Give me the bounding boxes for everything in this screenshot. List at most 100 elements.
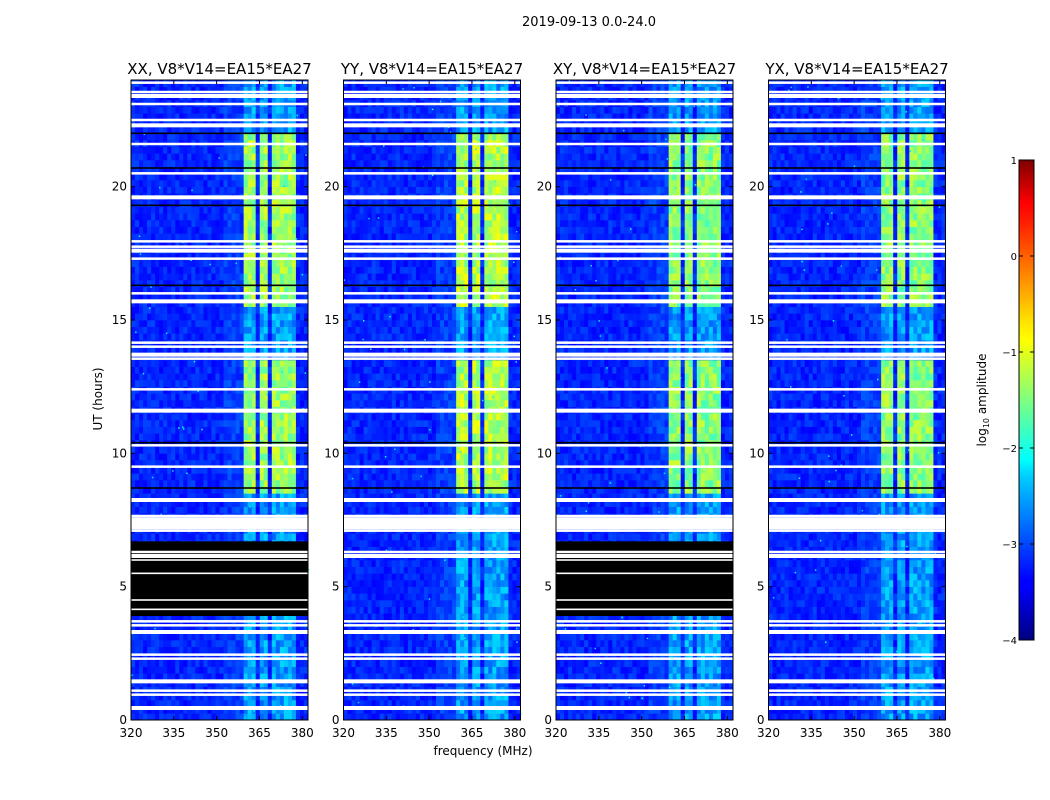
heatmap-cell	[279, 413, 285, 421]
noise-speck	[160, 513, 162, 516]
heatmap-cell	[135, 453, 140, 461]
heatmap-cell	[179, 133, 184, 141]
heatmap-cell	[227, 426, 232, 434]
heatmap-cell	[271, 440, 277, 447]
heatmap-cell	[167, 640, 172, 647]
heatmap-cell	[419, 666, 425, 674]
heatmap-cell	[255, 486, 261, 494]
heatmap-cell	[191, 366, 196, 374]
heatmap-cell	[163, 420, 168, 427]
heatmap-cell	[271, 360, 277, 367]
heatmap-cell	[143, 253, 148, 261]
heatmap-cell	[295, 640, 301, 647]
heatmap-cell	[167, 146, 172, 154]
heatmap-cell	[283, 440, 289, 447]
heatmap-cell	[283, 473, 289, 481]
heatmap-cell	[183, 426, 188, 434]
heatmap-cell	[139, 220, 144, 227]
heatmap-cell	[500, 660, 505, 667]
heatmap-cell	[243, 360, 248, 367]
heatmap-cell	[171, 613, 176, 621]
heatmap-cell	[275, 293, 281, 301]
heatmap-cell	[147, 286, 152, 294]
heatmap-cell	[243, 280, 248, 287]
heatmap-cell	[359, 653, 364, 661]
heatmap-cell	[411, 700, 417, 707]
heatmap-cell	[195, 313, 200, 321]
heatmap-cell	[235, 333, 240, 341]
heatmap-cell	[183, 420, 188, 427]
heatmap-cell	[147, 146, 152, 154]
noise-speck	[279, 705, 282, 707]
heatmap-cell	[279, 486, 285, 494]
heatmap-cell	[135, 226, 140, 234]
heatmap-cell	[199, 666, 204, 674]
heatmap-cell	[488, 700, 493, 707]
heatmap-cell	[131, 306, 136, 314]
heatmap-cell	[131, 466, 136, 474]
heatmap-cell	[299, 186, 305, 194]
heatmap-cell	[215, 206, 220, 214]
heatmap-cell	[227, 126, 232, 134]
heatmap-cell	[303, 153, 309, 161]
heatmap-cell	[183, 293, 188, 301]
heatmap-cell	[263, 473, 269, 481]
heatmap-cell	[227, 240, 232, 247]
heatmap-cell	[203, 620, 208, 627]
heatmap-cell	[227, 706, 232, 714]
heatmap-cell	[139, 453, 144, 461]
heatmap-cell	[291, 660, 297, 667]
heatmap-cell	[476, 653, 481, 661]
heatmap-cell	[215, 166, 220, 174]
heatmap-cell	[391, 680, 397, 687]
heatmap-cell	[147, 466, 152, 474]
heatmap-cell	[251, 426, 256, 434]
heatmap-cell	[207, 640, 212, 647]
heatmap-cell	[423, 700, 429, 707]
heatmap-cell	[247, 153, 252, 161]
heatmap-cell	[267, 173, 273, 181]
heatmap-cell	[235, 180, 240, 187]
heatmap-cell	[279, 213, 285, 221]
heatmap-cell	[231, 646, 236, 654]
heatmap-cell	[171, 426, 176, 434]
heatmap-cell	[291, 533, 297, 541]
heatmap-cell	[419, 700, 425, 707]
heatmap-cell	[163, 280, 168, 287]
heatmap-cell	[151, 280, 156, 287]
heatmap-cell	[179, 266, 184, 274]
heatmap-cell	[231, 453, 236, 461]
heatmap-cell	[259, 266, 265, 274]
heatmap-cell	[476, 700, 481, 707]
heatmap-cell	[468, 640, 473, 647]
heatmap-cell	[139, 366, 144, 374]
heatmap-cell	[203, 473, 208, 481]
heatmap-cell	[207, 313, 212, 321]
heatmap-cell	[159, 326, 164, 334]
heatmap-cell	[155, 660, 160, 667]
heatmap-cell	[211, 306, 216, 314]
heatmap-cell	[155, 153, 160, 161]
heatmap-cell	[167, 633, 172, 641]
heatmap-cell	[279, 706, 285, 714]
heatmap-cell	[295, 133, 301, 141]
heatmap-cell	[203, 713, 208, 721]
heatmap-cell	[167, 660, 172, 667]
heatmap-cell	[343, 713, 348, 721]
heatmap-cell	[147, 166, 152, 174]
heatmap-cell	[275, 700, 281, 707]
heatmap-cell	[303, 713, 309, 721]
heatmap-cell	[139, 200, 144, 207]
heatmap-cell	[247, 126, 252, 134]
heatmap-cell	[215, 506, 220, 514]
heatmap-cell	[131, 446, 136, 454]
heatmap-cell	[203, 460, 208, 467]
heatmap-cell	[251, 186, 256, 194]
heatmap-cell	[500, 693, 505, 701]
heatmap-cell	[171, 233, 176, 241]
heatmap-cell	[131, 633, 136, 641]
heatmap-cell	[211, 453, 216, 461]
heatmap-cell	[195, 253, 200, 261]
flag-line-blank	[131, 292, 308, 295]
